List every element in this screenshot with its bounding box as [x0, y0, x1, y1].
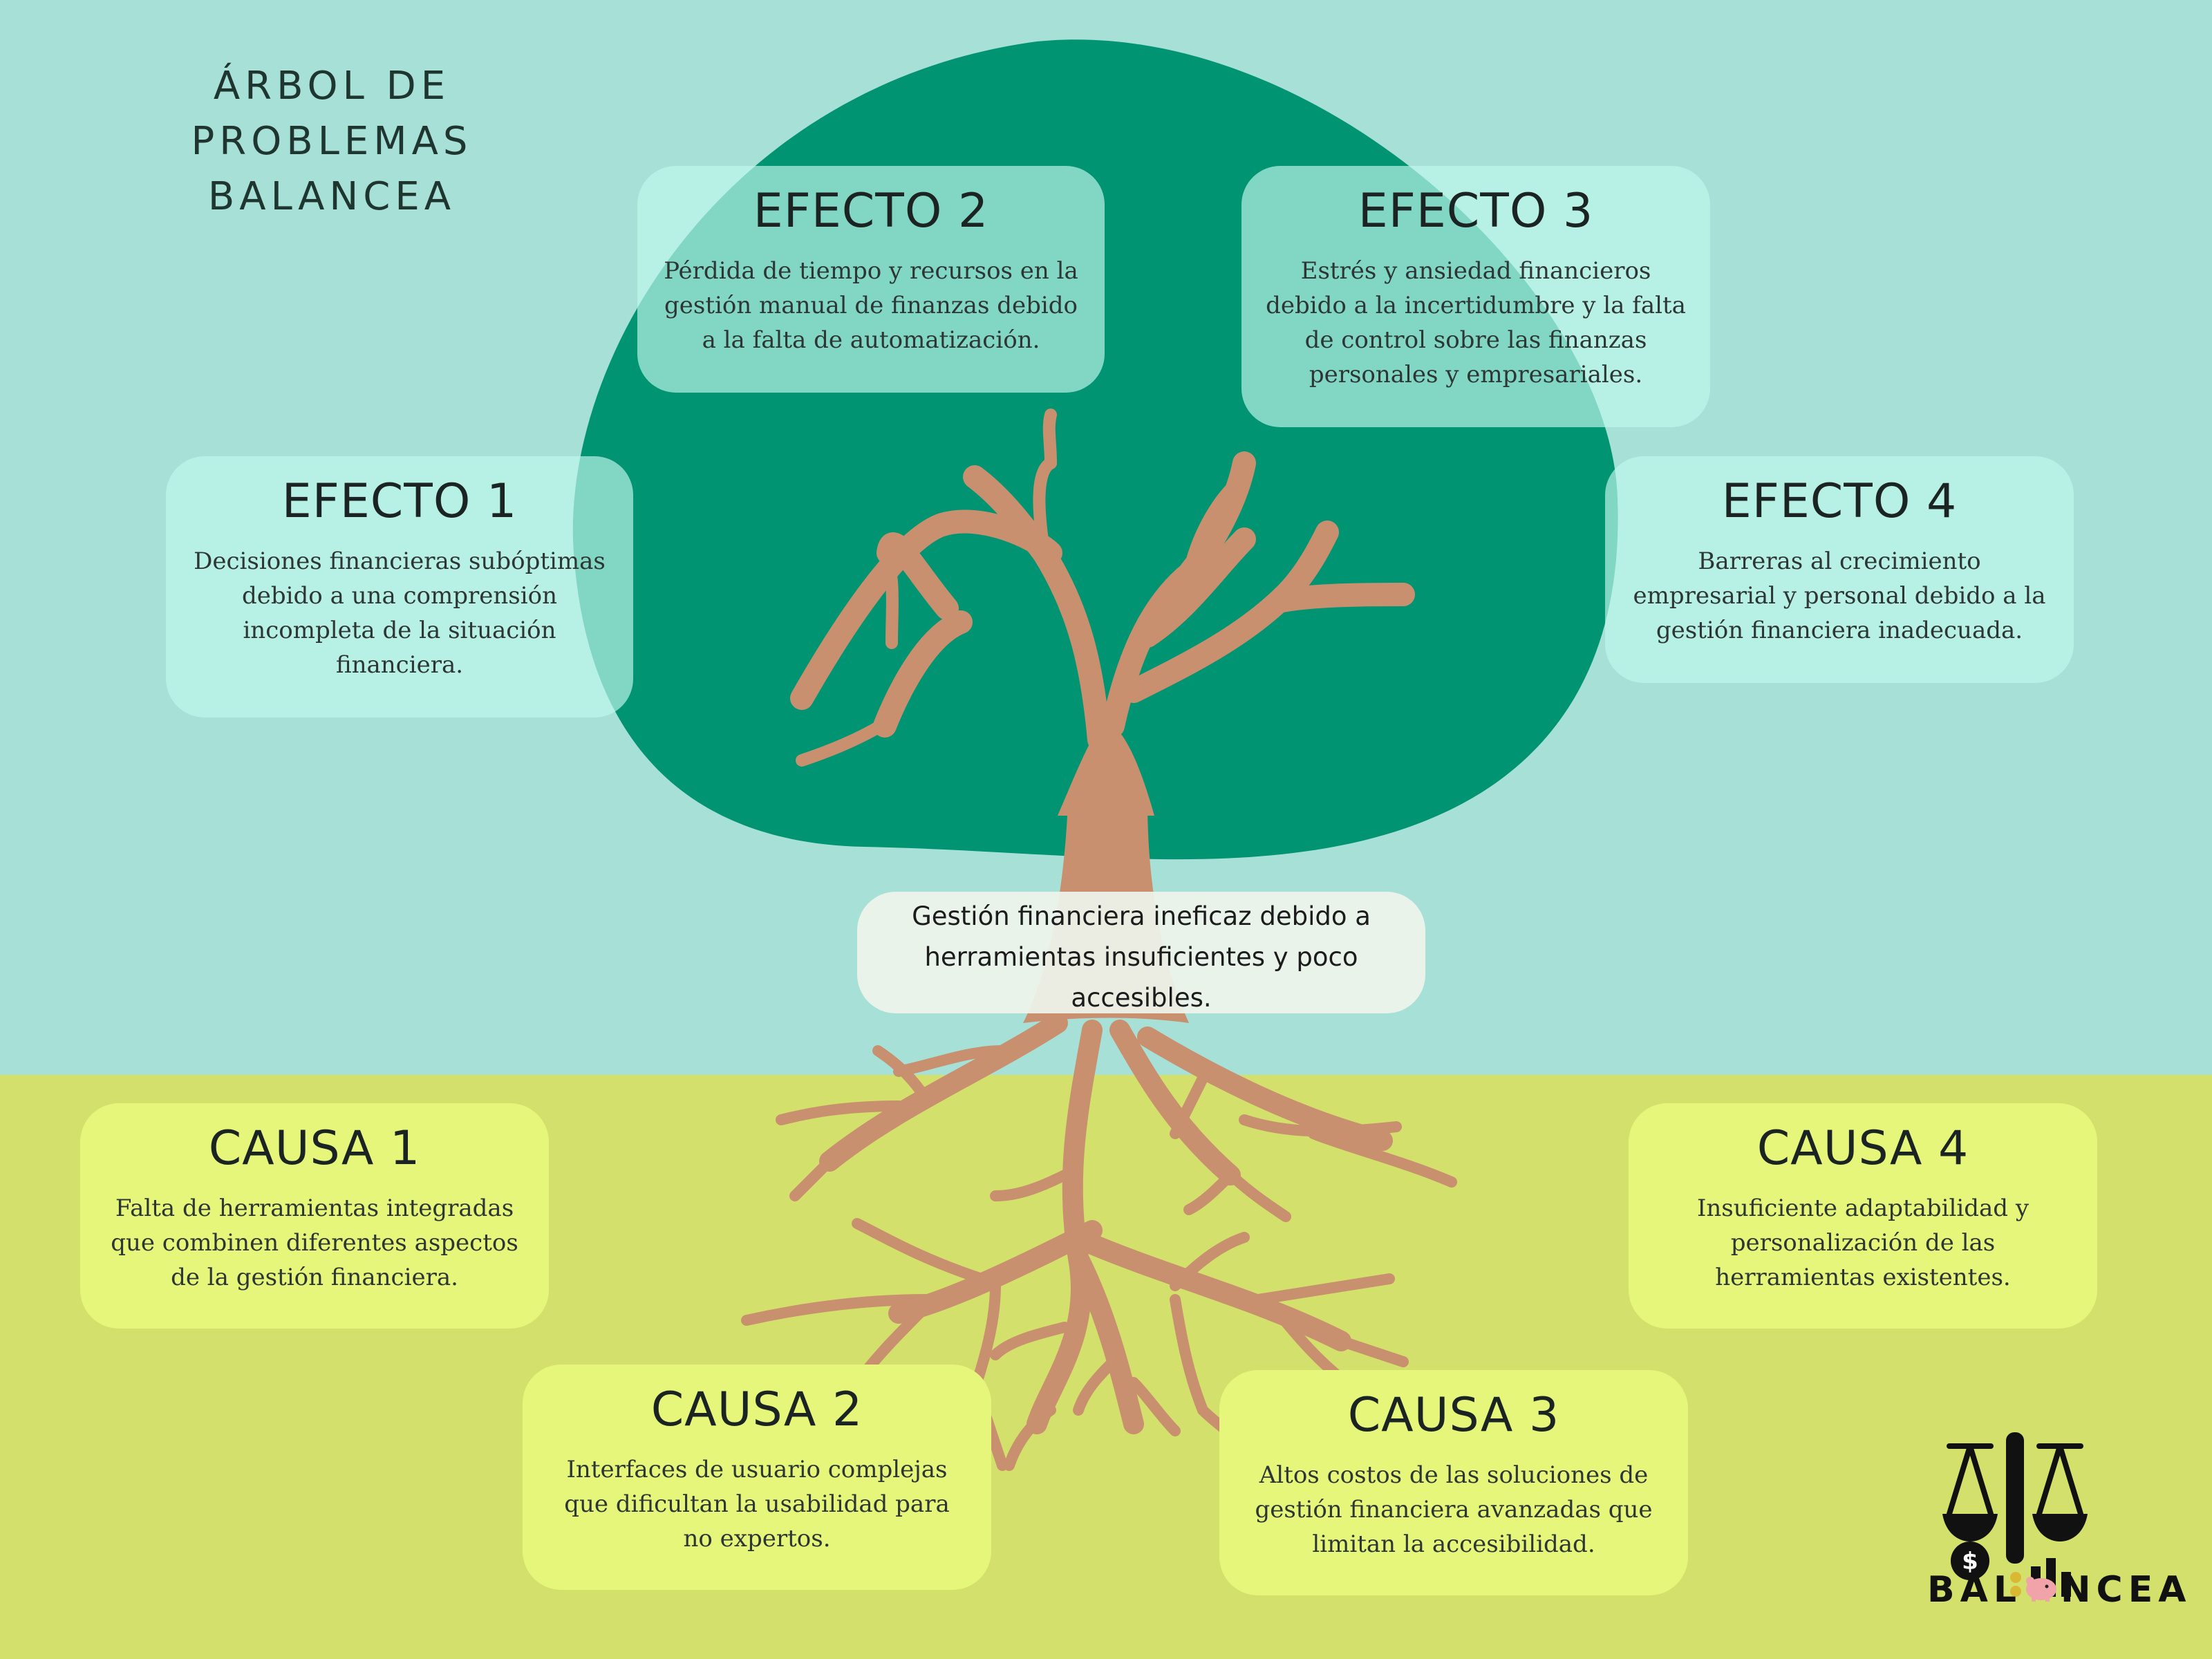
cause-title: CAUSA 3: [1347, 1388, 1560, 1443]
effect-text: Estrés y ansiedad financieros debido a l…: [1266, 257, 1686, 388]
effect-text: Decisiones financieras subóptimas debido…: [194, 547, 606, 679]
effect-title: EFECTO 1: [281, 474, 518, 529]
effect-title: EFECTO 3: [1358, 184, 1594, 238]
core-problem: Gestión financiera ineficaz debido a her…: [857, 892, 1425, 1013]
effect-card-2: EFECTO 2 Pérdida de tiempo y recursos en…: [637, 166, 1105, 393]
logo-text-left: BAL: [1927, 1569, 2023, 1611]
tree-roots: [741, 1013, 1457, 1471]
cause-title: CAUSA 1: [208, 1121, 421, 1176]
effect-text: Pérdida de tiempo y recursos en la gesti…: [664, 257, 1078, 354]
logo-text-right: NCEA: [2061, 1569, 2192, 1611]
tree-trunk: [790, 409, 1415, 1023]
title-line-2: BALANCEA: [207, 174, 456, 219]
svg-text:$: $: [1962, 1548, 1978, 1575]
cause-card-1: CAUSA 1 Falta de herramientas integradas…: [80, 1103, 549, 1329]
cause-title: CAUSA 2: [650, 1382, 863, 1437]
cause-card-3: CAUSA 3 Altos costos de las soluciones d…: [1219, 1370, 1688, 1595]
diagram-title: ÁRBOL DE PROBLEMAS BALANCEA: [83, 59, 581, 225]
effect-title: EFECTO 2: [753, 184, 989, 238]
cause-text: Falta de herramientas integradas que com…: [111, 1194, 518, 1291]
piggy-bank-icon: [2026, 1577, 2057, 1602]
effect-title: EFECTO 4: [1721, 474, 1958, 529]
cause-card-2: CAUSA 2 Interfaces de usuario complejas …: [523, 1365, 991, 1590]
effect-card-3: EFECTO 3 Estrés y ansiedad financieros d…: [1241, 166, 1710, 427]
cause-title: CAUSA 4: [1756, 1121, 1969, 1176]
effect-text: Barreras al crecimiento empresarial y pe…: [1633, 547, 2046, 644]
balancea-logo-icon: $: [1942, 1432, 2088, 1597]
effect-card-4: EFECTO 4 Barreras al crecimiento empresa…: [1605, 456, 2074, 683]
cause-text: Altos costos de las soluciones de gestió…: [1255, 1461, 1653, 1558]
cause-card-4: CAUSA 4 Insuficiente adaptabilidad y per…: [1629, 1103, 2097, 1329]
title-line-1: ÁRBOL DE PROBLEMAS: [191, 64, 473, 164]
cause-text: Interfaces de usuario complejas que difi…: [564, 1456, 950, 1553]
logo-wordmark: BAL NCEA: [1927, 1569, 2191, 1611]
effect-card-1: EFECTO 1 Decisiones financieras subóptim…: [166, 456, 633, 718]
cause-text: Insuficiente adaptabilidad y personaliza…: [1696, 1194, 2030, 1291]
